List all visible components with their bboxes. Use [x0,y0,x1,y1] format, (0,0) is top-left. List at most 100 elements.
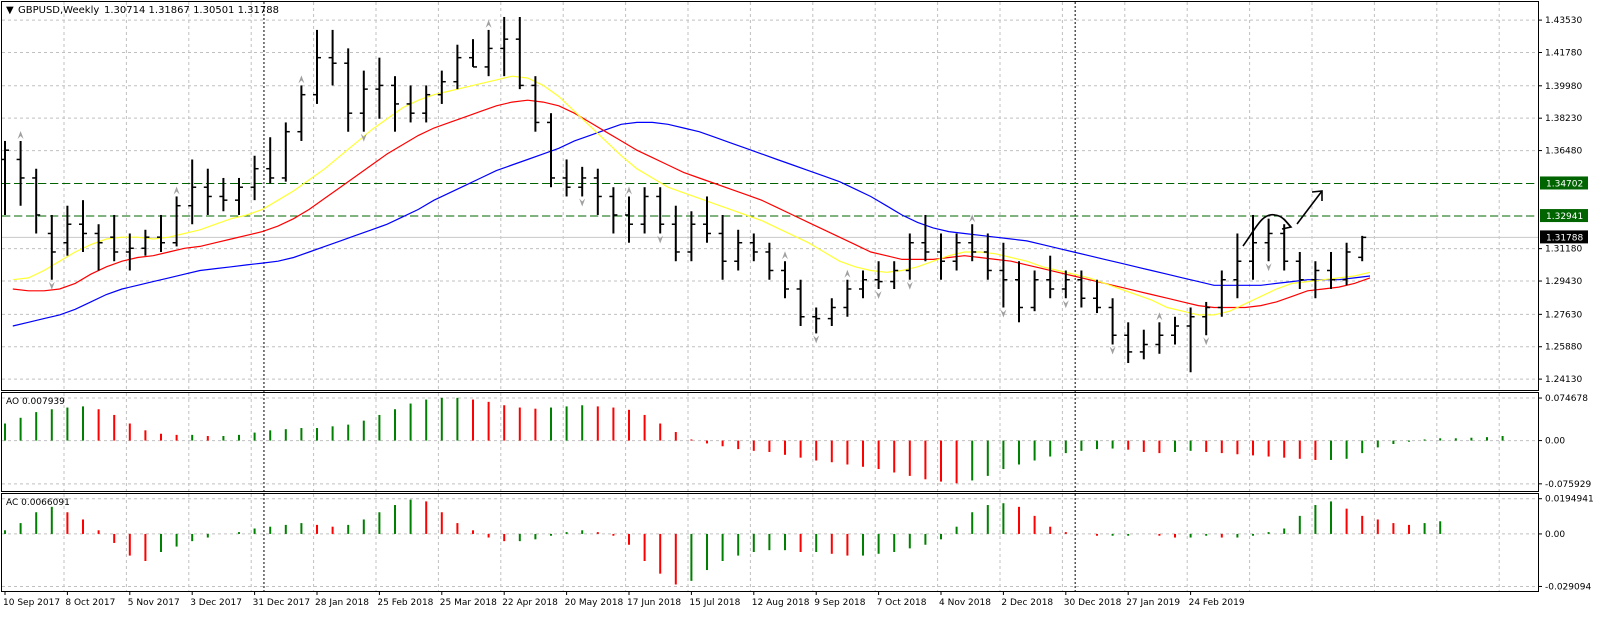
main-panel-frame [1,1,1539,391]
level-badge: 1.32941 [1540,209,1588,223]
ohlc-bar [703,196,711,243]
fractal-up-icon [17,130,24,139]
time-axis-label: 20 May 2018 [565,598,624,608]
ohlc-bar [94,224,103,271]
time-axis-label: 7 Oct 2018 [877,598,927,608]
ac-axis: 0.0194941 0.00 -0.029094 [1538,495,1594,592]
ohlc-bar [859,270,867,299]
ohlc-bar [843,279,852,317]
fractal-down-icon [875,290,882,299]
current-price-badge: 1.31788 [1540,230,1588,244]
level-badge-box [1540,176,1588,190]
ohlc-bar [1015,261,1023,323]
ohlc-bar [422,85,431,123]
ohlc-bar [250,155,259,201]
ohlc-bar [141,229,150,256]
ohlc-bar [1108,298,1117,345]
ohlc-bar [16,140,25,206]
ohlc-bar [188,159,197,225]
ohlc-bar [921,214,930,262]
time-axis-label: 25 Mar 2018 [440,598,497,608]
ohlc-bar [1124,322,1133,364]
ohlc-bar [1233,233,1242,299]
fractal-up-icon [298,75,305,84]
ohlc-bar [609,187,618,234]
ohlc-bar [47,214,56,280]
ohlc-bar [671,205,680,262]
ohlc-bar [266,137,275,184]
dropdown-arrow-icon[interactable]: ▼ [6,5,14,16]
time-axis-label: 4 Nov 2018 [939,598,991,608]
ohlc-bar [125,233,134,271]
ac-axis-tick-label: -0.029094 [1545,582,1591,592]
drawn-arrows[interactable] [1242,190,1323,247]
ohlc-bar [453,44,462,90]
ohlc-bar [235,177,243,215]
time-axis-label: 9 Sep 2018 [814,598,866,608]
current-price-badge-text: 1.31788 [1546,233,1583,243]
ohlc-bars [1,16,1367,373]
straight-arrow-head-icon [1311,190,1323,201]
ohlc-bar [983,233,992,280]
ohlc-bar [313,29,321,104]
price-axis[interactable]: 1.43530 1.41780 1.39980 1.38230 1.36480 1.311… [1538,16,1582,385]
ohlc-bar [219,177,228,212]
time-axis-label: 31 Dec 2017 [253,598,311,608]
level-badge-text: 1.32941 [1546,212,1583,222]
ac-axis-tick-label: 0.00 [1545,530,1565,540]
time-axis-label: 27 Jan 2019 [1126,598,1180,608]
ohlc-bar [1139,329,1148,360]
level-badge-text: 1.34702 [1546,179,1583,189]
level-badge: 1.34702 [1540,176,1588,190]
ac-axis-tick-label: 0.0194941 [1545,495,1594,505]
price-axis-tick-label: 1.31180 [1545,245,1582,255]
time-axis-label: 15 Jul 2018 [689,598,740,608]
fractal-up-icon [173,186,180,195]
ao-axis-tick-label: -0.075929 [1545,480,1591,490]
fractal-down-icon [48,281,55,290]
curved-arrow-head-icon [1281,218,1293,230]
ac-label: AC 0.0066091 [6,498,70,508]
price-axis-tick-label: 1.36480 [1545,147,1582,157]
ohlc-bar [765,242,774,280]
time-axis[interactable]: 10 Sep 2017 8 Oct 2017 5 Nov 2017 3 Dec 201… [3,591,1245,608]
ohlc-bar [484,29,493,77]
price-axis-tick-label: 1.38230 [1545,114,1582,124]
time-axis-label: 8 Oct 2017 [65,598,115,608]
ohlc-bar [1249,214,1257,280]
ohlc-bar [500,16,509,77]
symbol-title: GBPUSD,Weekly [18,5,99,16]
fractal-down-icon [1203,337,1210,346]
horizontal-levels[interactable] [2,182,1538,238]
ohlc-bar [79,200,87,252]
fractal-up-icon [969,214,976,223]
fractal-up-icon [1156,312,1163,321]
ac-panel-frame [1,493,1539,592]
ohlc-bar [1202,301,1211,336]
ohlc-bar [344,48,353,132]
ohlc-bar [437,70,446,104]
ohlc-bar [110,214,119,262]
ohlc-bar [952,233,961,271]
ohlc-bar [1358,235,1367,262]
ohlc-bar [1077,270,1086,308]
fractal-down-icon [1000,309,1007,318]
ohlc-bar [547,113,555,188]
ohlc-bar [593,168,602,215]
ohlc-bar [281,122,290,182]
ao-axis-tick-label: 0.00 [1545,437,1565,447]
ohlc-bar [1327,251,1335,289]
ohlc-bar [578,166,587,197]
price-axis-tick-label: 1.41780 [1545,48,1582,58]
moving-averages [12,75,1371,327]
price-axis-tick-label: 1.27630 [1545,310,1582,320]
time-axis-label: 17 Jun 2018 [627,598,681,608]
ohlc-bar [531,76,540,132]
fractal-up-icon [485,19,492,28]
price-axis-tick-label: 1.43530 [1545,16,1582,26]
price-axis-tick-label: 1.25880 [1545,343,1582,353]
ohlc-bar [749,233,758,262]
time-axis-label: 24 Feb 2019 [1189,598,1245,608]
